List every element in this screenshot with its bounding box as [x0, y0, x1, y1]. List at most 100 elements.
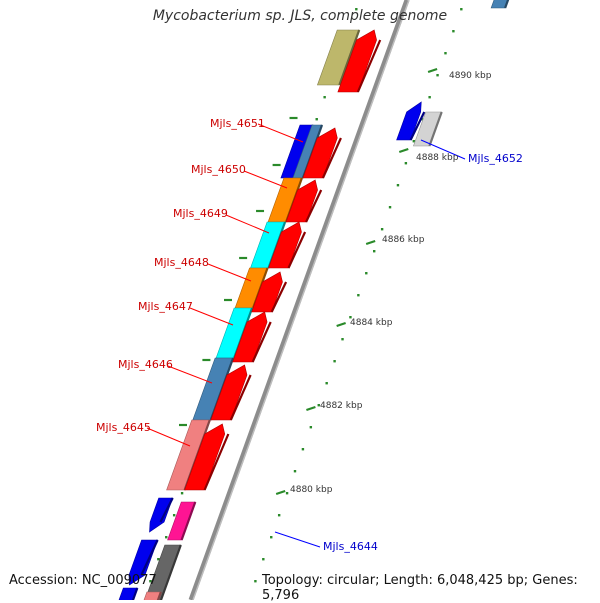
scale-dot	[172, 514, 176, 517]
feature-khaki-edge	[338, 29, 361, 86]
leader-mjls-4645	[146, 427, 191, 447]
backbone-highlight	[192, 0, 410, 600]
feature-blue-lower-2-edge	[140, 539, 159, 576]
feature-red-4647	[232, 311, 272, 363]
feature-blue-lower-3-edge	[131, 587, 139, 600]
leader-mjls-4652	[420, 139, 466, 160]
feature-blue-lower-2	[128, 539, 159, 586]
feature-red-4645-body	[184, 423, 226, 491]
feature-red-4646	[210, 364, 252, 421]
feature-salmon-lower-body	[143, 591, 162, 600]
feature-blue-lower-1	[149, 497, 174, 533]
gene-label-mjls-4646: Mjls_4646	[118, 358, 173, 371]
feature-red-4649-edge	[287, 231, 307, 269]
feature-steelblue-top-edge	[504, 0, 510, 9]
feature-gray-lower-edge	[159, 544, 182, 600]
feature-red-4650	[285, 179, 323, 223]
scale-label-4890: 4890 kbp	[449, 71, 492, 81]
feature-red-4647-edge	[251, 321, 272, 363]
feature-red-4646-edge	[229, 374, 252, 421]
feature-mjls-4644	[167, 501, 197, 541]
feature-red-4651	[302, 127, 342, 179]
feature-mjls-4652-blue	[396, 101, 426, 141]
scale-dot	[333, 360, 336, 363]
scale-tick-mark	[427, 67, 438, 74]
feature-blue-lower-1-edge	[159, 497, 174, 523]
scale-dot	[254, 580, 257, 583]
scale-dot	[317, 404, 320, 407]
leader-mjls-4651	[257, 123, 304, 143]
feature-mjls-4652-blue-edge	[409, 111, 426, 141]
leader-mjls-4646	[167, 365, 213, 384]
leader-mjls-4650	[243, 170, 288, 189]
scale-dot	[262, 558, 265, 561]
accession-text: Accession: NC_009077	[9, 573, 157, 588]
scale-dot	[388, 206, 392, 209]
gene-label-mjls-4652: Mjls_4652	[468, 152, 523, 165]
scale-dot	[349, 316, 352, 319]
feature-mjls-4644-body	[167, 501, 196, 541]
scale-label-4886: 4886 kbp	[382, 235, 425, 245]
leader-mjls-4647	[189, 307, 234, 326]
scale-dot	[373, 250, 376, 253]
genome-summary: Topology: circular; Length: 6,048,425 bp…	[262, 573, 578, 603]
scale-dot	[323, 96, 326, 99]
scale-dot	[396, 184, 400, 187]
feature-steelblue-top	[490, 0, 510, 9]
leader-mjls-4644	[274, 531, 321, 548]
feature-red-4649-body	[268, 221, 302, 269]
scale-dot	[285, 492, 289, 495]
scale-dot	[355, 8, 358, 11]
scale-dot	[365, 272, 368, 275]
feature-red-4651-body	[302, 127, 338, 179]
scale-dot	[428, 96, 431, 99]
feature-red-4651-edge	[321, 137, 342, 179]
scale-dot	[293, 470, 297, 473]
scale-label-4880: 4880 kbp	[290, 485, 333, 495]
backbone-line	[188, 0, 410, 600]
scale-dot	[412, 140, 415, 143]
gene-label-mjls-4647: Mjls_4647	[138, 300, 193, 313]
feature-red-top	[337, 29, 382, 93]
scale-dot	[301, 448, 305, 451]
feature-red-4648	[251, 271, 288, 313]
gene-label-mjls-4651: Mjls_4651	[210, 117, 265, 130]
feature-blue-lower-3	[118, 587, 139, 600]
genome-title: Mycobacterium sp. JLS, complete genome	[152, 8, 448, 24]
scale-dot	[149, 580, 152, 583]
scale-label-4888: 4888 kbp	[416, 153, 459, 163]
feature-salmon-lower-edge	[156, 591, 162, 600]
gene-label-mjls-4649: Mjls_4649	[173, 207, 228, 220]
scale-dot	[444, 52, 447, 55]
feature-red-4648-edge	[270, 281, 288, 313]
scale-dot	[157, 558, 160, 561]
feature-red-4650-edge	[305, 189, 323, 223]
scale-dot	[270, 536, 273, 539]
feature-gray-lower	[144, 544, 182, 600]
scale-dot	[165, 536, 168, 539]
feature-red-4649	[268, 221, 307, 269]
scale-dot	[180, 492, 184, 495]
scale-label-4882: 4882 kbp	[320, 401, 363, 411]
scale-tick-mark	[336, 321, 346, 328]
scale-dot	[460, 8, 463, 11]
scale-dot	[452, 30, 455, 33]
feature-khaki	[316, 29, 361, 86]
feature-mjls-4652-silver-edge	[428, 111, 443, 147]
feature-red-4645-edge	[203, 433, 230, 491]
leader-mjls-4648	[207, 263, 252, 282]
gene-label-mjls-4650: Mjls_4650	[191, 163, 246, 176]
scale-tick-mark	[275, 489, 286, 496]
scale-dot	[357, 294, 360, 297]
feature-mjls-4652-silver	[413, 111, 443, 147]
feature-red-4645	[184, 423, 230, 491]
feature-red-4650-body	[285, 179, 318, 223]
scale-tick-mark	[306, 405, 316, 412]
feature-red-4648-body	[251, 271, 283, 313]
feature-blue-lower-3-body	[118, 587, 138, 600]
scale-dot	[404, 162, 408, 165]
feature-blue-lower-2-body	[128, 539, 159, 586]
gene-label-mjls-4645: Mjls_4645	[96, 421, 151, 434]
feature-gray-lower-body	[144, 544, 182, 600]
